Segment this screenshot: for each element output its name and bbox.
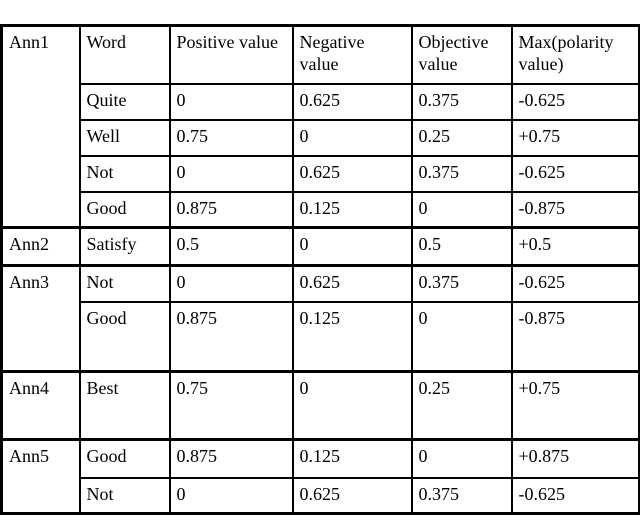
header-cell-negative-value: Negative value [291,24,413,85]
cell-word: Quite [78,82,171,121]
header-cell-max-polarity: Max(polarity value) [510,24,640,85]
cell-positive-value: 0.875 [168,190,294,229]
cell-positive-value: 0.875 [168,438,294,479]
cell-positive-value: 0 [168,154,294,193]
annotator-label-ann5: Ann5 [0,438,81,515]
cell-positive-value: 0.75 [168,118,294,157]
cell-word: Good [78,438,171,479]
cell-word: Satisfy [78,226,171,267]
table-row: Ann5 Good 0.875 0.125 0 +0.875 [0,438,640,515]
cell-objective-value: 0.25 [410,118,513,157]
cell-word: Best [78,370,171,441]
annotator-label-ann2: Ann2 [0,226,81,267]
cell-negative-value: 0.625 [291,82,413,121]
annotator-label-ann3: Ann3 [0,264,81,373]
cell-word: Well [78,118,171,157]
cell-word: Not [78,154,171,193]
table-row: Ann4 Best 0.75 0 0.25 +0.75 [0,370,640,441]
cell-positive-value: 0.875 [168,300,294,373]
table-row: Good 0.875 0.125 0 -0.875 [2,190,640,229]
cell-max-polarity: -0.625 [510,82,640,121]
cell-objective-value: 0 [410,300,513,373]
cell-objective-value: 0 [410,438,513,479]
cell-negative-value: 0.125 [291,300,413,373]
header-cell-word: Word [78,24,171,85]
cell-objective-value: 0.5 [410,226,513,267]
cell-positive-value: 0 [168,82,294,121]
cell-objective-value: 0.375 [410,476,513,515]
table-row: Good 0.875 0.125 0 -0.875 [2,300,640,373]
table-row: Quite 0 0.625 0.375 -0.625 [2,82,640,121]
cell-negative-value: 0.625 [291,154,413,193]
cell-objective-value: 0 [410,190,513,229]
cell-max-polarity: -0.875 [510,300,640,373]
table-row: Not 0 0.625 0.375 -0.625 [2,154,640,193]
cell-word: Good [78,190,171,229]
cell-negative-value: 0 [291,118,413,157]
header-cell-objective-value: Objective value [410,24,513,85]
cell-objective-value: 0.375 [410,264,513,303]
annotator-label-ann4: Ann4 [0,370,81,441]
table-row: Ann2 Satisfy 0.5 0 0.5 +0.5 [0,226,640,267]
cell-positive-value: 0.5 [168,226,294,267]
cell-negative-value: 0.625 [291,264,413,303]
cell-negative-value: 0 [291,226,413,267]
cell-positive-value: 0 [168,264,294,303]
cell-max-polarity: -0.625 [510,264,640,303]
table-row: Well 0.75 0 0.25 +0.75 [2,118,640,157]
cell-word: Not [78,264,171,303]
cell-negative-value: 0.125 [291,190,413,229]
cell-negative-value: 0.625 [291,476,413,515]
table-row: Not 0 0.625 0.375 -0.625 [2,476,640,515]
cell-positive-value: 0.75 [168,370,294,441]
cell-negative-value: 0 [291,370,413,441]
table-row: Ann3 Not 0 0.625 0.375 -0.625 [0,264,640,373]
cell-negative-value: 0.125 [291,438,413,479]
cell-positive-value: 0 [168,476,294,515]
cell-objective-value: 0.375 [410,154,513,193]
cell-word: Good [78,300,171,373]
cell-max-polarity: -0.875 [510,190,640,229]
header-cell-positive-value: Positive value [168,24,294,85]
annotator-polarity-table: Ann1 Word Positive value Negative value … [0,24,640,515]
annotator-label-ann1: Ann1 [0,24,81,229]
cell-word: Not [78,476,171,515]
cell-max-polarity: -0.625 [510,154,640,193]
cell-max-polarity: +0.75 [510,118,640,157]
cell-max-polarity: +0.75 [510,370,640,441]
cell-max-polarity: +0.875 [510,438,640,479]
header-row: Ann1 Word Positive value Negative value … [0,24,640,229]
cell-objective-value: 0.375 [410,82,513,121]
cell-max-polarity: +0.5 [510,226,640,267]
cell-objective-value: 0.25 [410,370,513,441]
cell-max-polarity: -0.625 [510,476,640,515]
